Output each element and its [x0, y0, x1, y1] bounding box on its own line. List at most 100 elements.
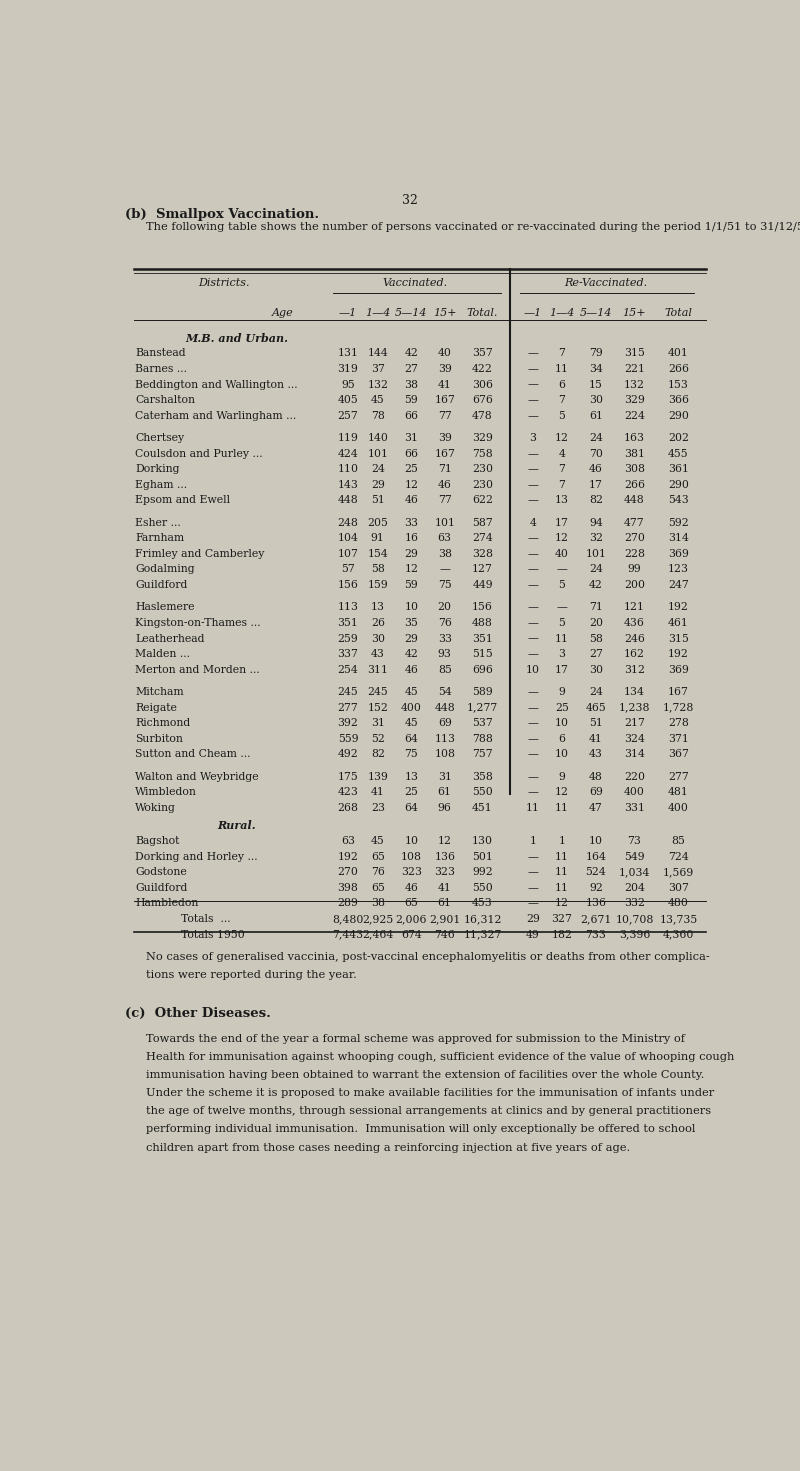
Text: 757: 757: [472, 749, 493, 759]
Text: 314: 314: [668, 534, 689, 543]
Text: 143: 143: [338, 480, 358, 490]
Text: 398: 398: [338, 883, 358, 893]
Text: 159: 159: [367, 580, 388, 590]
Text: 20: 20: [589, 618, 603, 628]
Text: 1,034: 1,034: [618, 868, 650, 877]
Text: 696: 696: [472, 665, 493, 675]
Text: Frimley and Camberley: Frimley and Camberley: [135, 549, 265, 559]
Text: 16,312: 16,312: [463, 913, 502, 924]
Text: 278: 278: [668, 718, 689, 728]
Text: 42: 42: [404, 349, 418, 359]
Text: 30: 30: [370, 634, 385, 643]
Text: 405: 405: [338, 396, 358, 405]
Text: 746: 746: [434, 930, 455, 940]
Text: 274: 274: [472, 534, 493, 543]
Text: 5: 5: [558, 410, 566, 421]
Text: 369: 369: [668, 665, 689, 675]
Text: 139: 139: [367, 772, 388, 781]
Text: 5: 5: [558, 618, 566, 628]
Text: —: —: [527, 687, 538, 697]
Text: —: —: [527, 883, 538, 893]
Text: 361: 361: [668, 465, 689, 474]
Text: 76: 76: [438, 618, 452, 628]
Text: 31: 31: [404, 432, 418, 443]
Text: 245: 245: [367, 687, 388, 697]
Text: 136: 136: [586, 899, 606, 909]
Text: 82: 82: [370, 749, 385, 759]
Text: 515: 515: [472, 649, 493, 659]
Text: 79: 79: [589, 349, 603, 359]
Text: 423: 423: [338, 787, 358, 797]
Text: —: —: [527, 549, 538, 559]
Text: —: —: [527, 363, 538, 374]
Text: Chertsey: Chertsey: [135, 432, 185, 443]
Text: 11: 11: [555, 883, 569, 893]
Text: 11: 11: [555, 852, 569, 862]
Text: 51: 51: [589, 718, 603, 728]
Text: 10: 10: [404, 603, 418, 612]
Text: 676: 676: [472, 396, 493, 405]
Text: 257: 257: [338, 410, 358, 421]
Text: Hambledon: Hambledon: [135, 899, 198, 909]
Text: —: —: [527, 618, 538, 628]
Text: 277: 277: [338, 703, 358, 712]
Text: 78: 78: [371, 410, 385, 421]
Text: 537: 537: [472, 718, 493, 728]
Text: Reigate: Reigate: [135, 703, 178, 712]
Text: 61: 61: [438, 899, 452, 909]
Text: 480: 480: [668, 899, 689, 909]
Text: 33: 33: [438, 634, 452, 643]
Text: 12: 12: [555, 432, 569, 443]
Text: 788: 788: [472, 734, 493, 744]
Text: 69: 69: [589, 787, 603, 797]
Text: 127: 127: [472, 565, 493, 575]
Text: 41: 41: [589, 734, 603, 744]
Text: 3: 3: [530, 432, 536, 443]
Text: 12: 12: [438, 836, 452, 846]
Text: 61: 61: [589, 410, 603, 421]
Text: children apart from those cases needing a reinforcing injection at five years of: children apart from those cases needing …: [146, 1143, 630, 1153]
Text: 33: 33: [404, 518, 418, 528]
Text: 153: 153: [668, 380, 689, 390]
Text: 221: 221: [624, 363, 645, 374]
Text: 58: 58: [371, 565, 385, 575]
Text: 1: 1: [558, 836, 566, 846]
Text: —: —: [527, 349, 538, 359]
Text: 10,708: 10,708: [615, 913, 654, 924]
Text: 337: 337: [338, 649, 358, 659]
Text: 277: 277: [668, 772, 689, 781]
Text: Walton and Weybridge: Walton and Weybridge: [135, 772, 259, 781]
Text: 12: 12: [404, 480, 418, 490]
Text: 59: 59: [404, 396, 418, 405]
Text: 41: 41: [438, 883, 452, 893]
Text: —: —: [527, 410, 538, 421]
Text: Leatherhead: Leatherhead: [135, 634, 205, 643]
Text: 392: 392: [338, 718, 358, 728]
Text: 24: 24: [589, 432, 603, 443]
Text: 99: 99: [627, 565, 642, 575]
Text: Barnes ...: Barnes ...: [135, 363, 187, 374]
Text: 5—14: 5—14: [580, 307, 612, 318]
Text: 202: 202: [668, 432, 689, 443]
Text: 436: 436: [624, 618, 645, 628]
Text: 41: 41: [371, 787, 385, 797]
Text: 47: 47: [589, 803, 603, 813]
Text: 46: 46: [438, 480, 452, 490]
Text: Sutton and Cheam ...: Sutton and Cheam ...: [135, 749, 251, 759]
Text: 323: 323: [434, 868, 455, 877]
Text: 254: 254: [338, 665, 358, 675]
Text: 2,901: 2,901: [429, 913, 461, 924]
Text: 12: 12: [555, 534, 569, 543]
Text: 41: 41: [438, 380, 452, 390]
Text: 266: 266: [668, 363, 689, 374]
Text: 140: 140: [367, 432, 388, 443]
Text: 63: 63: [341, 836, 355, 846]
Text: 134: 134: [624, 687, 645, 697]
Text: 77: 77: [438, 496, 451, 506]
Text: 46: 46: [404, 665, 418, 675]
Text: 49: 49: [526, 930, 540, 940]
Text: 259: 259: [338, 634, 358, 643]
Text: 367: 367: [668, 749, 689, 759]
Text: 311: 311: [367, 665, 388, 675]
Text: 144: 144: [367, 349, 388, 359]
